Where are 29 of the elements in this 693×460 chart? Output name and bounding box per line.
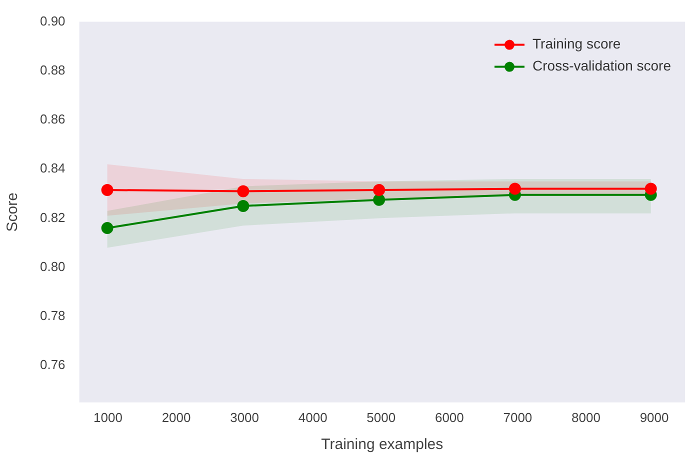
point: [101, 184, 114, 196]
y-axis-title: Score: [4, 192, 22, 232]
x-tick-label: 5000: [366, 410, 396, 425]
point: [101, 222, 114, 234]
y-tick-label: 0.84: [40, 160, 66, 176]
point: [508, 182, 521, 195]
x-tick-label: 2000: [162, 410, 191, 425]
point: [373, 194, 386, 206]
y-tick-label: 0.86: [40, 112, 66, 127]
y-tick-label: 0.88: [40, 62, 66, 78]
point: [373, 184, 386, 196]
point: [237, 185, 250, 198]
x-tick-label: 3000: [230, 410, 260, 425]
y-tick-label: 0.80: [40, 258, 66, 274]
x-tick-label: 8000: [572, 410, 600, 425]
x-tick-label: 4000: [298, 410, 328, 425]
x-tick-label: 1000: [94, 410, 122, 425]
y-tick-label: 0.76: [40, 357, 66, 372]
x-axis-title: Training examples: [321, 436, 444, 454]
x-tick-label: 9000: [640, 410, 669, 425]
point: [644, 182, 657, 195]
legend-label: Cross-validation score: [532, 58, 672, 74]
y-tick-label: 0.78: [40, 308, 66, 324]
y-tick-label: 0.82: [40, 210, 66, 225]
legend-label: Training score: [532, 36, 621, 52]
point: [237, 200, 250, 212]
x-tick-label: 7000: [503, 410, 532, 425]
y-tick-label: 0.90: [40, 13, 66, 28]
x-tick-label: 6000: [434, 410, 464, 425]
